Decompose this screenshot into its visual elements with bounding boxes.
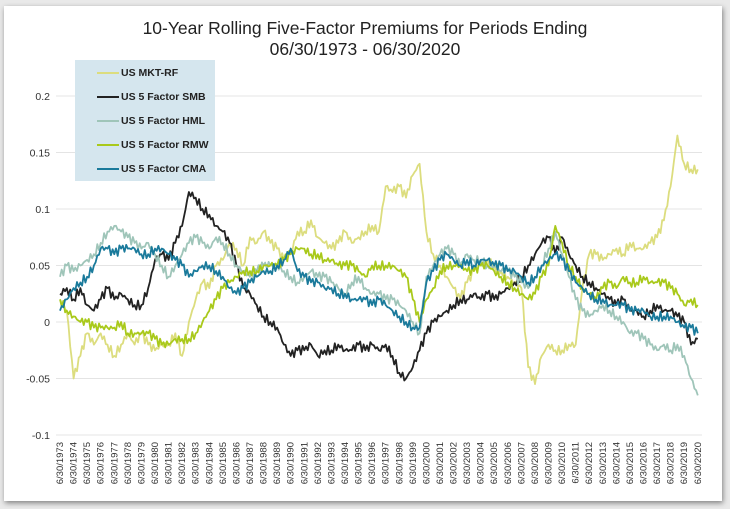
- x-tick-label: 6/30/1996: [367, 442, 378, 484]
- y-tick-label: 0: [44, 317, 50, 329]
- x-tick-label: 6/30/1979: [136, 442, 147, 484]
- x-tick-label: 6/30/1994: [340, 442, 351, 484]
- y-tick-label: -0.05: [26, 374, 50, 386]
- y-tick-label: -0.1: [32, 430, 50, 442]
- series-line-us-5-factor-cma: [59, 243, 699, 336]
- series-line-us-5-factor-rmw: [59, 224, 699, 349]
- x-tick-label: 6/30/1976: [96, 442, 107, 484]
- x-tick-label: 6/30/2001: [435, 442, 446, 484]
- legend-label: US MKT-RF: [121, 67, 179, 79]
- x-tick-label: 6/30/1974: [69, 442, 80, 484]
- legend-swatch-hml: [97, 120, 119, 122]
- x-tick-label: 6/30/2003: [462, 442, 473, 484]
- x-tick-label: 6/30/1988: [259, 442, 270, 484]
- legend-swatch-rmw: [97, 144, 119, 146]
- x-tick-label: 6/30/2009: [544, 442, 555, 484]
- x-tick-label: 6/30/2008: [530, 442, 541, 484]
- x-tick-label: 6/30/1995: [354, 442, 365, 484]
- x-tick-label: 6/30/2016: [639, 442, 650, 484]
- legend: US MKT-RF US 5 Factor SMB US 5 Factor HM…: [75, 60, 215, 181]
- legend-label: US 5 Factor CMA: [121, 163, 207, 175]
- chart-subtitle: 06/30/1973 - 06/30/2020: [269, 39, 461, 59]
- x-tick-label: 6/30/1984: [204, 442, 215, 484]
- y-tick-label: 0.1: [35, 204, 50, 216]
- x-tick-label: 6/30/2000: [421, 442, 432, 484]
- x-tick-label: 6/30/2017: [652, 442, 663, 484]
- x-tick-label: 6/30/2002: [449, 442, 460, 484]
- legend-item-cma: US 5 Factor CMA: [97, 162, 206, 176]
- x-tick-label: 6/30/1990: [286, 442, 297, 484]
- x-tick-label: 6/30/1986: [231, 442, 242, 484]
- legend-label: US 5 Factor SMB: [121, 91, 206, 103]
- legend-label: US 5 Factor RMW: [121, 139, 209, 151]
- legend-item-mkt-rf: US MKT-RF: [97, 66, 178, 80]
- legend-item-smb: US 5 Factor SMB: [97, 90, 206, 104]
- x-tick-label: 6/30/1981: [164, 442, 175, 484]
- x-tick-label: 6/30/2007: [516, 442, 527, 484]
- x-tick-label: 6/30/1982: [177, 442, 188, 484]
- x-tick-label: 6/30/1989: [272, 442, 283, 484]
- x-axis: 6/30/1973 6/30/1974 6/30/1975 6/30/1976 6/30…: [55, 442, 704, 484]
- legend-label: US 5 Factor HML: [121, 115, 206, 127]
- x-tick-label: 6/30/1977: [109, 442, 120, 484]
- x-tick-label: 6/30/2011: [571, 442, 582, 484]
- x-tick-label: 6/30/2005: [489, 442, 500, 484]
- x-tick-label: 6/30/2012: [584, 442, 595, 484]
- legend-item-hml: US 5 Factor HML: [97, 114, 205, 128]
- x-tick-label: 6/30/1978: [123, 442, 134, 484]
- x-tick-label: 6/30/2018: [666, 442, 677, 484]
- y-tick-label: 0.15: [30, 148, 51, 160]
- x-tick-label: 6/30/1997: [381, 442, 392, 484]
- x-tick-label: 6/30/1999: [408, 442, 419, 484]
- x-tick-label: 6/30/1985: [218, 442, 229, 484]
- x-tick-label: 6/30/1987: [245, 442, 256, 484]
- x-tick-label: 6/30/1991: [299, 442, 310, 484]
- x-tick-label: 6/30/1998: [394, 442, 405, 484]
- y-tick-label: 0.05: [30, 261, 51, 273]
- x-tick-label: 6/30/1973: [55, 442, 66, 484]
- x-tick-label: 6/30/2015: [625, 442, 636, 484]
- legend-swatch-smb: [97, 96, 119, 98]
- x-tick-label: 6/30/2004: [476, 442, 487, 484]
- y-tick-label: 0.2: [35, 91, 50, 103]
- series-line-us-5-factor-hml: [59, 224, 699, 396]
- legend-swatch-cma: [97, 168, 119, 170]
- x-tick-label: 6/30/2020: [693, 442, 704, 484]
- x-tick-label: 6/30/2006: [503, 442, 514, 484]
- x-tick-label: 6/30/2013: [598, 442, 609, 484]
- chart-title: 10-Year Rolling Five-Factor Premiums for…: [0, 18, 730, 60]
- x-tick-label: 6/30/1992: [313, 442, 324, 484]
- series-lines: [59, 134, 699, 396]
- legend-item-rmw: US 5 Factor RMW: [97, 138, 209, 152]
- legend-swatch-mkt-rf: [97, 72, 119, 74]
- x-tick-label: 6/30/2014: [611, 442, 622, 484]
- series-line-us-5-factor-smb: [59, 191, 699, 382]
- x-tick-label: 6/30/2019: [679, 442, 690, 484]
- x-tick-label: 6/30/1975: [82, 442, 93, 484]
- x-tick-label: 6/30/1983: [191, 442, 202, 484]
- y-axis: 0.2 0.15 0.1 0.05 0 -0.05 -0.1: [26, 91, 50, 442]
- x-tick-label: 6/30/1980: [150, 442, 161, 484]
- chart-title-line1: 10-Year Rolling Five-Factor Premiums for…: [142, 18, 588, 38]
- x-tick-label: 6/30/2010: [557, 442, 568, 484]
- x-tick-label: 6/30/1993: [326, 442, 337, 484]
